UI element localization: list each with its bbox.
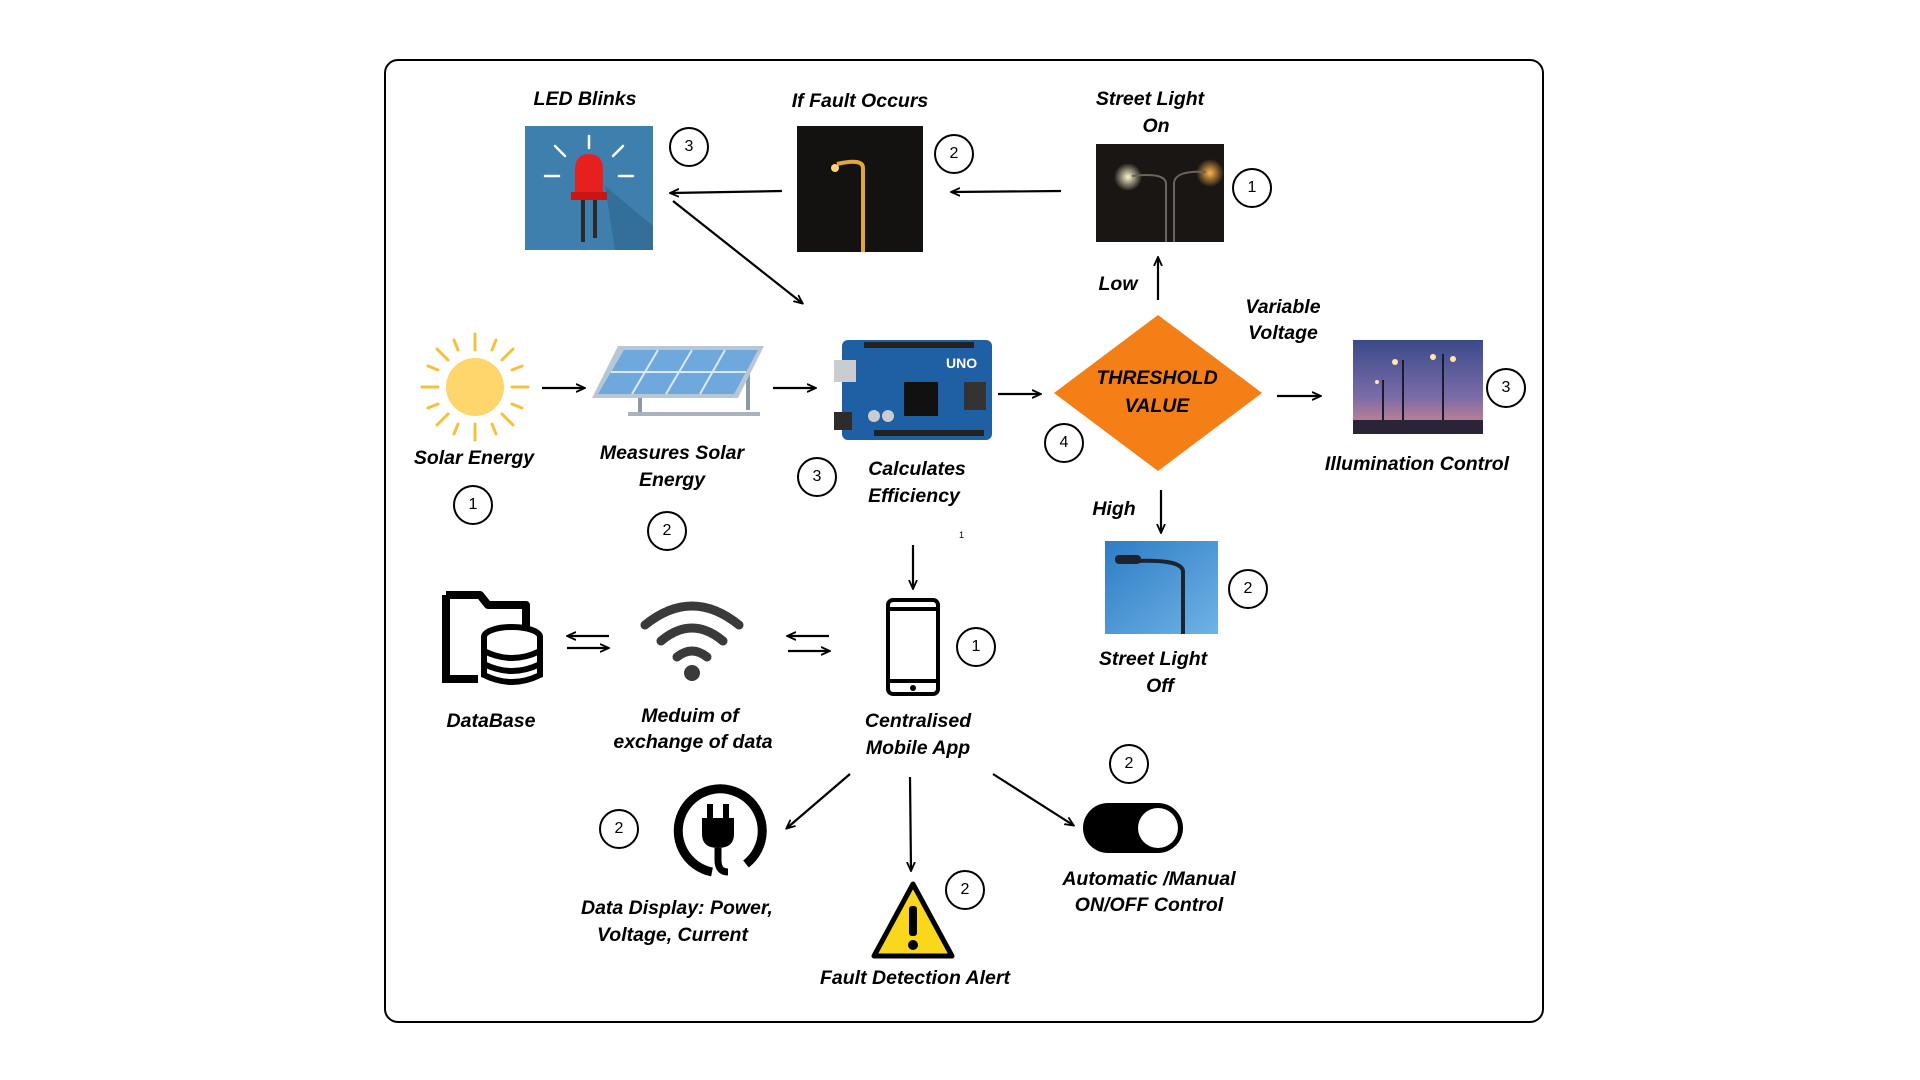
warning-icon xyxy=(871,881,955,959)
step-badge-led: 3 xyxy=(669,127,709,167)
arrow-phone-to-toggle xyxy=(992,773,1073,825)
mobile-phone-icon xyxy=(886,598,940,696)
illumination-control-label: Illumination Control xyxy=(1324,453,1510,475)
arrow-phone-to-alert xyxy=(910,776,911,870)
tiny-mark: 1 xyxy=(959,530,965,540)
auto-manual-label-2: ON/OFF Control xyxy=(1074,894,1224,916)
calculates-label-2: Efficiency xyxy=(868,485,960,507)
solar-energy-label: Solar Energy xyxy=(413,447,535,469)
street-light-on-label-2: On xyxy=(1142,115,1170,137)
threshold-label-1: THRESHOLD xyxy=(1096,367,1218,389)
step-badge-phone: 1 xyxy=(956,627,996,667)
step-badge-street-off: 2 xyxy=(1228,569,1268,609)
database-icon xyxy=(442,591,543,685)
led-icon xyxy=(525,126,653,250)
low-label: Low xyxy=(1098,273,1138,295)
variable-voltage-label-1: Variable xyxy=(1245,296,1321,318)
calculates-label-1: Calculates xyxy=(868,458,966,480)
arrow-streetlight-to-fault xyxy=(952,191,1062,192)
threshold-shape xyxy=(1054,315,1262,471)
threshold-label-2: VALUE xyxy=(1124,395,1190,417)
auto-manual-label-1: Automatic /Manual xyxy=(1062,868,1236,890)
arrow-led-to-arduino xyxy=(672,200,802,303)
arduino-board-icon: UNO xyxy=(834,340,992,440)
medium-label-1: Meduim of xyxy=(641,705,739,727)
step-badge-display: 2 xyxy=(599,809,639,849)
led-blinks-label: LED Blinks xyxy=(533,88,637,110)
if-fault-occurs-label: If Fault Occurs xyxy=(791,90,929,112)
measures-solar-label-1: Measures Solar xyxy=(599,442,745,464)
wifi-icon xyxy=(640,601,744,681)
arrow-fault-to-led xyxy=(671,191,783,193)
solar-panel-icon xyxy=(592,346,764,416)
arrow-phone-to-display xyxy=(787,773,851,828)
street-light-off-label-1: Street Light xyxy=(1098,648,1208,670)
fault-detection-alert-label: Fault Detection Alert xyxy=(820,967,1010,989)
street-light-off-label-2: Off xyxy=(1146,675,1174,697)
mobile-app-label-2: Mobile App xyxy=(865,737,971,759)
street-light-on-label-1: Street Light xyxy=(1095,88,1205,110)
step-badge-threshold: 4 xyxy=(1044,423,1084,463)
illumination-photo xyxy=(1353,340,1483,434)
high-label: High xyxy=(1092,498,1136,520)
diagram-frame xyxy=(384,59,1544,1023)
step-badge-solar: 1 xyxy=(453,485,493,525)
measures-solar-label-2: Energy xyxy=(638,469,706,491)
power-plug-icon xyxy=(673,784,767,877)
mobile-app-label-1: Centralised xyxy=(864,710,972,732)
data-display-label-2: Voltage, Current xyxy=(597,924,748,946)
database-label: DataBase xyxy=(446,710,536,732)
step-badge-panel: 2 xyxy=(647,511,687,551)
step-badge-alert: 2 xyxy=(945,870,985,910)
step-badge-illumination: 3 xyxy=(1486,368,1526,408)
step-badge-fault: 2 xyxy=(934,134,974,174)
data-display-label-1: Data Display: Power, xyxy=(581,897,773,919)
step-badge-arduino: 3 xyxy=(797,457,837,497)
fault-lamp-photo xyxy=(797,126,923,252)
step-badge-toggle: 2 xyxy=(1109,744,1149,784)
step-badge-street-on: 1 xyxy=(1232,168,1272,208)
variable-voltage-label-2: Voltage xyxy=(1248,322,1318,344)
medium-label-2: exchange of data xyxy=(613,731,773,753)
sun-icon xyxy=(420,332,530,442)
svg-text:UNO: UNO xyxy=(946,355,977,371)
toggle-switch-icon[interactable] xyxy=(1081,801,1185,855)
street-light-on-photo xyxy=(1096,144,1224,242)
threshold-diamond xyxy=(1054,315,1262,471)
street-light-off-photo xyxy=(1105,541,1218,634)
